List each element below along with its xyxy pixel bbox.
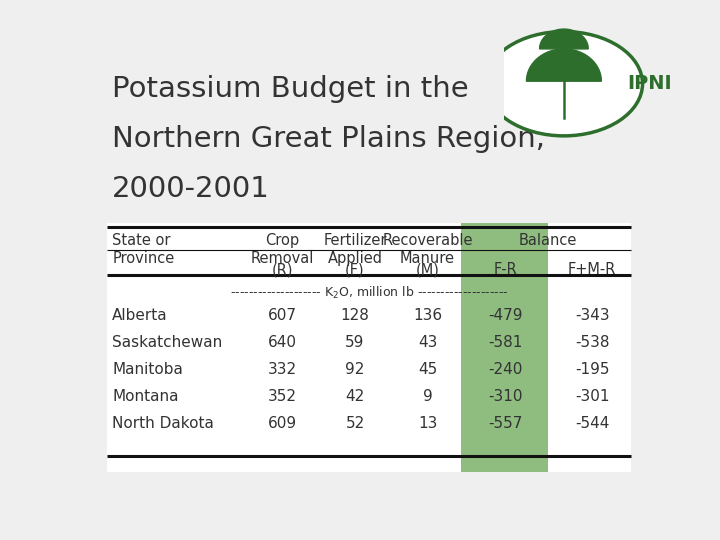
Polygon shape: [564, 49, 601, 81]
Text: 352: 352: [268, 389, 297, 404]
Text: -538: -538: [575, 335, 609, 350]
Text: 45: 45: [418, 362, 437, 377]
Text: Crop
Removal: Crop Removal: [251, 233, 314, 266]
Text: 640: 640: [268, 335, 297, 350]
Text: 59: 59: [346, 335, 365, 350]
Text: -301: -301: [575, 389, 609, 404]
Text: 607: 607: [268, 308, 297, 323]
Text: 128: 128: [341, 308, 369, 323]
Polygon shape: [526, 49, 564, 81]
Text: Montana: Montana: [112, 389, 179, 404]
Polygon shape: [539, 29, 588, 49]
Text: North Dakota: North Dakota: [112, 416, 214, 431]
Text: 52: 52: [346, 416, 364, 431]
Text: 2000-2001: 2000-2001: [112, 175, 270, 203]
Text: Potassium Budget in the: Potassium Budget in the: [112, 75, 469, 103]
Text: -240: -240: [489, 362, 523, 377]
Text: Balance: Balance: [518, 233, 577, 248]
Text: Saskatchewan: Saskatchewan: [112, 335, 222, 350]
FancyBboxPatch shape: [461, 223, 548, 472]
Text: 136: 136: [413, 308, 442, 323]
Text: 42: 42: [346, 389, 364, 404]
Text: -------------------- K$_2$O, million lb --------------------: -------------------- K$_2$O, million lb …: [230, 285, 508, 301]
Text: -343: -343: [575, 308, 610, 323]
Text: 13: 13: [418, 416, 437, 431]
Text: Alberta: Alberta: [112, 308, 168, 323]
Text: F-R: F-R: [494, 262, 518, 278]
Text: IPNI: IPNI: [628, 74, 672, 93]
Text: -195: -195: [575, 362, 609, 377]
Text: State or
Province: State or Province: [112, 233, 174, 266]
Text: -544: -544: [575, 416, 609, 431]
Text: Fertilizer
Applied: Fertilizer Applied: [323, 233, 387, 266]
Text: Northern Great Plains Region,: Northern Great Plains Region,: [112, 125, 545, 153]
Text: Manitoba: Manitoba: [112, 362, 183, 377]
Text: 9: 9: [423, 389, 433, 404]
Text: 332: 332: [268, 362, 297, 377]
Text: -479: -479: [488, 308, 523, 323]
Text: (R): (R): [271, 262, 293, 278]
Text: -581: -581: [489, 335, 523, 350]
Text: 43: 43: [418, 335, 437, 350]
Circle shape: [485, 31, 642, 136]
Text: F+M-R: F+M-R: [568, 262, 616, 278]
Text: 92: 92: [346, 362, 365, 377]
Text: (M): (M): [415, 262, 439, 278]
Text: 609: 609: [268, 416, 297, 431]
FancyBboxPatch shape: [107, 223, 631, 472]
Text: -310: -310: [488, 389, 523, 404]
Text: Recoverable
Manure: Recoverable Manure: [382, 233, 473, 266]
Text: -557: -557: [489, 416, 523, 431]
Text: (F): (F): [345, 262, 365, 278]
